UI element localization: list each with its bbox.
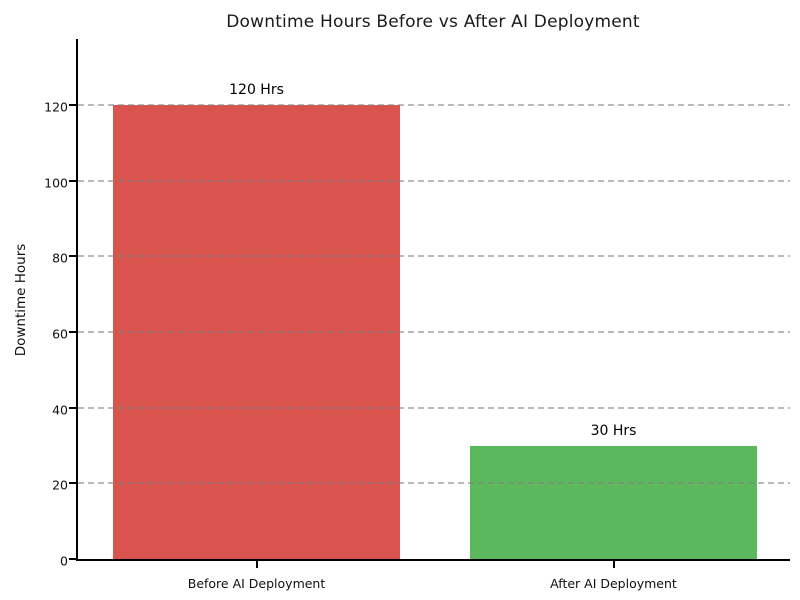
bar-value-label: 120 Hrs (229, 82, 284, 99)
plot-area: 120 Hrs Before AI Deployment 30 Hrs After A… (69, 39, 790, 591)
y-axis-tick (69, 331, 76, 334)
y-axis-tick (69, 406, 76, 409)
y-axis-tick (69, 104, 76, 107)
y-axis-tick-label: 80 (52, 250, 68, 266)
y-axis-tick (69, 558, 76, 560)
bar-after (469, 445, 758, 559)
y-axis-tick-label: 120 (44, 99, 68, 115)
y-axis-tick (69, 482, 76, 485)
y-axis-tick-label: 40 (52, 402, 68, 418)
x-axis-tick-label: After AI Deployment (550, 576, 677, 591)
y-axis-tick (69, 179, 76, 182)
y-axis-tick-label: 20 (52, 477, 68, 493)
y-axis-tick (69, 255, 76, 258)
y-axis-label: Downtime Hours (13, 243, 29, 357)
x-axis-tick-label: Before AI Deployment (187, 576, 326, 591)
y-axis-tick-label: 100 (44, 175, 68, 191)
y-axis-tick-label: 0 (60, 553, 68, 569)
bar-value-label: 30 Hrs (590, 422, 637, 439)
x-axis-tick (612, 561, 615, 568)
y-axis-tick-label: 60 (52, 326, 68, 342)
bar-before (112, 105, 401, 559)
x-axis-tick (255, 561, 258, 568)
chart-title: Downtime Hours Before vs After AI Deploy… (226, 12, 640, 32)
